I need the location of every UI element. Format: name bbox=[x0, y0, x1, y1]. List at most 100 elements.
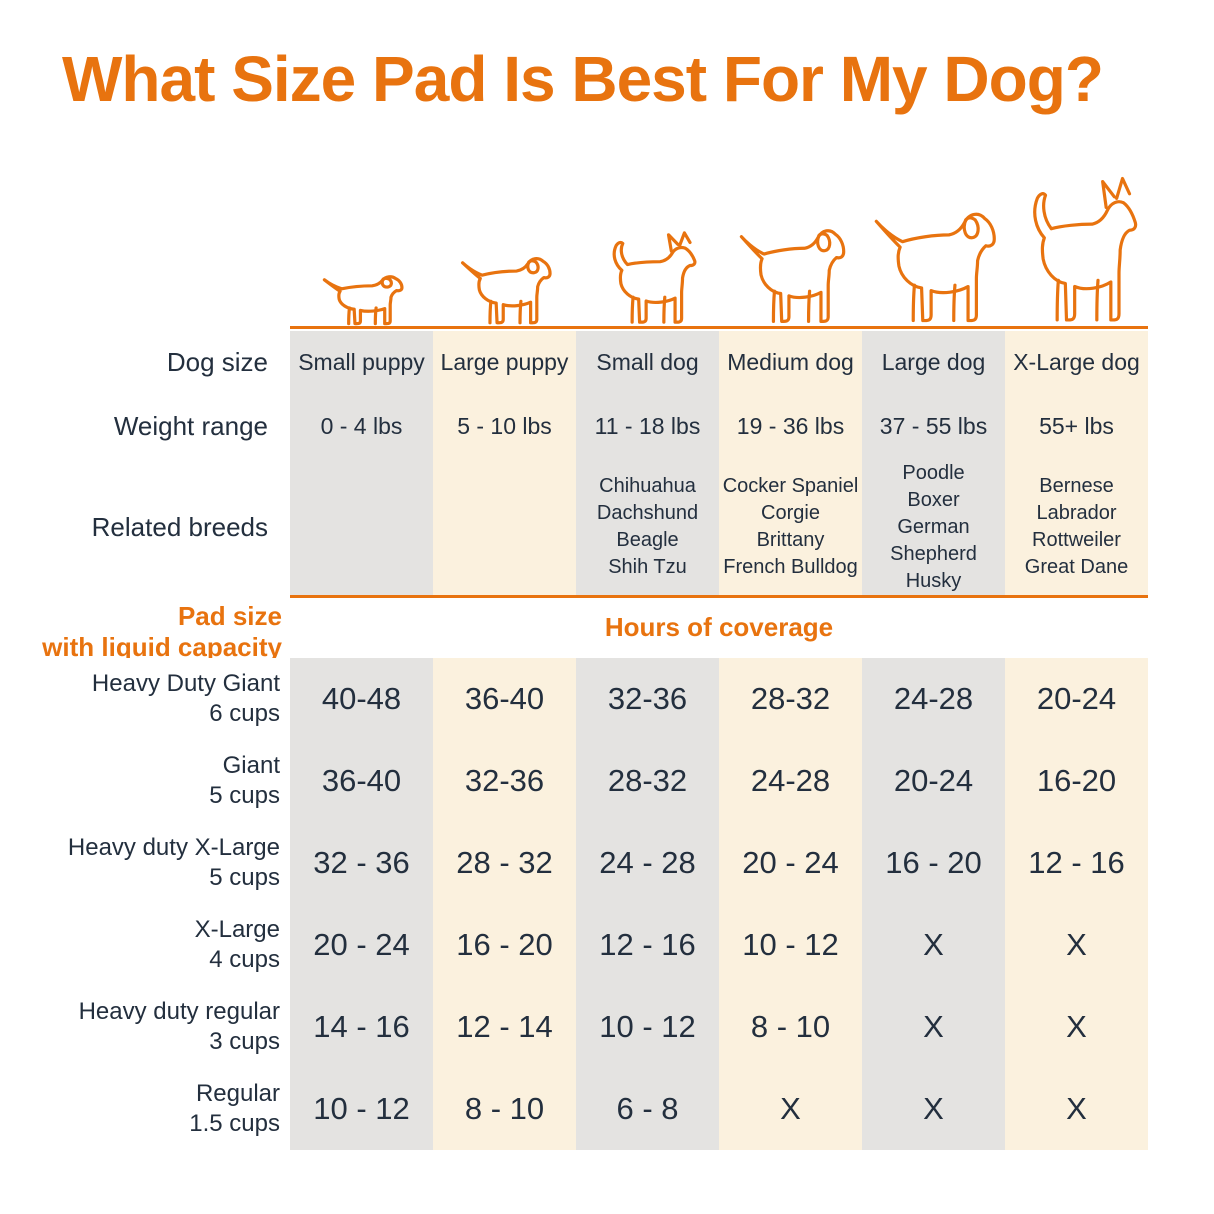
pad-capacity: 5 cups bbox=[209, 864, 280, 891]
hours-cell: 12 - 14 bbox=[433, 986, 576, 1068]
dog-slot bbox=[290, 266, 433, 326]
hours-cell: 8 - 10 bbox=[719, 986, 862, 1068]
dog-size-cell: Medium dog bbox=[719, 331, 862, 393]
row-label-weight-range: Weight range bbox=[0, 393, 290, 459]
pad-capacity: 5 cups bbox=[209, 782, 280, 809]
hours-cell: 32 - 36 bbox=[290, 822, 433, 904]
hours-cell: 16-20 bbox=[1005, 740, 1148, 822]
hours-cell: 28 - 32 bbox=[433, 822, 576, 904]
hours-cell: 16 - 20 bbox=[862, 822, 1005, 904]
hours-of-coverage-label: Hours of coverage bbox=[604, 611, 834, 642]
dog-size-cell: Large dog bbox=[862, 331, 1005, 393]
weight-range-cell: 0 - 4 lbs bbox=[290, 393, 433, 459]
related-breeds-cell bbox=[290, 459, 433, 595]
hours-cell: 10 - 12 bbox=[290, 1068, 433, 1150]
pad-row-label: Heavy duty X-Large 5 cups bbox=[0, 822, 290, 904]
hours-cell: 20-24 bbox=[1005, 658, 1148, 740]
pad-capacity: 1.5 cups bbox=[189, 1110, 280, 1137]
small-dog-icon bbox=[592, 230, 704, 326]
pad-name: Giant bbox=[222, 752, 280, 779]
dog-slot bbox=[1005, 174, 1148, 326]
dog-size-cell: Small dog bbox=[576, 331, 719, 393]
hours-cell: 20 - 24 bbox=[290, 904, 433, 986]
hours-cell: 40-48 bbox=[290, 658, 433, 740]
dog-size-cell: Large puppy bbox=[433, 331, 576, 393]
pad-size-section-label: Pad size with liquid capacity bbox=[0, 601, 282, 663]
pad-name: Regular bbox=[195, 1080, 280, 1107]
breed-name: Corgie bbox=[761, 502, 820, 524]
hours-cell: 32-36 bbox=[576, 658, 719, 740]
hours-of-coverage-table: Heavy Duty Giant 6 cups 40-48 36-40 32-3… bbox=[0, 658, 1148, 1150]
pad-capacity: 4 cups bbox=[209, 946, 280, 973]
pad-name: Heavy Duty Giant bbox=[91, 670, 280, 697]
dog-slot bbox=[433, 244, 576, 326]
related-breeds-cell bbox=[433, 459, 576, 595]
weight-range-cell: 55+ lbs bbox=[1005, 393, 1148, 459]
breed-name: Cocker Spaniel bbox=[722, 475, 859, 497]
breed-name: Great Dane bbox=[1024, 556, 1129, 578]
breed-name: Husky bbox=[905, 569, 962, 592]
hours-cell: 36-40 bbox=[433, 658, 576, 740]
pad-name: X-Large bbox=[194, 916, 280, 943]
pad-row-label: Giant 5 cups bbox=[0, 740, 290, 822]
large-puppy-dog-icon bbox=[452, 244, 558, 326]
pad-name: Heavy duty regular bbox=[78, 998, 280, 1025]
related-breeds-cell: Chihuahua Dachshund Beagle Shih Tzu bbox=[576, 459, 719, 595]
dog-size-cell: Small puppy bbox=[290, 331, 433, 393]
x-large-dog-icon bbox=[1007, 174, 1147, 326]
hours-cell: 28-32 bbox=[719, 658, 862, 740]
hours-cell: X bbox=[862, 986, 1005, 1068]
dog-info-table: Dog size Small puppy Large puppy Small d… bbox=[0, 331, 1148, 595]
hours-cell: X bbox=[862, 904, 1005, 986]
hours-cell: 16 - 20 bbox=[433, 904, 576, 986]
hours-cell: 8 - 10 bbox=[433, 1068, 576, 1150]
hours-cell: 12 - 16 bbox=[1005, 822, 1148, 904]
pad-row-label: Heavy duty regular 3 cups bbox=[0, 986, 290, 1068]
pad-size-label-line2: with liquid capacity bbox=[42, 632, 282, 662]
hours-cell: 10 - 12 bbox=[719, 904, 862, 986]
breed-name: German Shepherd bbox=[890, 515, 977, 565]
hours-cell: 6 - 8 bbox=[576, 1068, 719, 1150]
breed-name: Bernese bbox=[1039, 475, 1114, 497]
dog-slot bbox=[719, 210, 862, 326]
breed-name: Rottweiler bbox=[1032, 529, 1121, 551]
hours-cell: 28-32 bbox=[576, 740, 719, 822]
hours-cell: X bbox=[719, 1068, 862, 1150]
pad-size-label-line1: Pad size bbox=[177, 601, 282, 631]
weight-range-cell: 19 - 36 lbs bbox=[719, 393, 862, 459]
hours-cell: 14 - 16 bbox=[290, 986, 433, 1068]
page-title: What Size Pad Is Best For My Dog? bbox=[62, 43, 1104, 115]
weight-range-cell: 5 - 10 lbs bbox=[433, 393, 576, 459]
pad-capacity: 6 cups bbox=[209, 700, 280, 727]
row-label-related-breeds: Related breeds bbox=[0, 459, 290, 595]
related-breeds-cell: Bernese Labrador Rottweiler Great Dane bbox=[1005, 459, 1148, 595]
pad-capacity: 3 cups bbox=[209, 1028, 280, 1055]
orange-divider-line bbox=[290, 595, 1148, 598]
breed-name: Labrador bbox=[1036, 502, 1117, 524]
weight-range-cell: 11 - 18 lbs bbox=[576, 393, 719, 459]
pad-row-label: Heavy Duty Giant 6 cups bbox=[0, 658, 290, 740]
hours-cell: 24 - 28 bbox=[576, 822, 719, 904]
hours-cell: 20-24 bbox=[862, 740, 1005, 822]
large-dog-icon bbox=[862, 190, 1005, 326]
hours-cell: X bbox=[862, 1068, 1005, 1150]
weight-range-cell: 37 - 55 lbs bbox=[862, 393, 1005, 459]
dog-size-illustrations bbox=[290, 158, 1148, 329]
hours-cell: 12 - 16 bbox=[576, 904, 719, 986]
dog-slot bbox=[862, 190, 1005, 326]
breed-name: Dachshund bbox=[596, 502, 699, 524]
hours-cell: 20 - 24 bbox=[719, 822, 862, 904]
breed-name: Beagle bbox=[616, 529, 679, 551]
medium-dog-icon bbox=[729, 210, 853, 326]
related-breeds-cell: Cocker Spaniel Corgie Brittany French Bu… bbox=[719, 459, 862, 595]
hours-cell: X bbox=[1005, 904, 1148, 986]
hours-cell: 36-40 bbox=[290, 740, 433, 822]
pad-row-label: Regular 1.5 cups bbox=[0, 1068, 290, 1150]
pad-row-label: X-Large 4 cups bbox=[0, 904, 290, 986]
breed-name: Shih Tzu bbox=[608, 556, 687, 578]
hours-cell: 24-28 bbox=[862, 658, 1005, 740]
breed-name: Boxer bbox=[907, 488, 960, 511]
dog-slot bbox=[576, 230, 719, 326]
pad-name: Heavy duty X-Large bbox=[67, 834, 280, 861]
